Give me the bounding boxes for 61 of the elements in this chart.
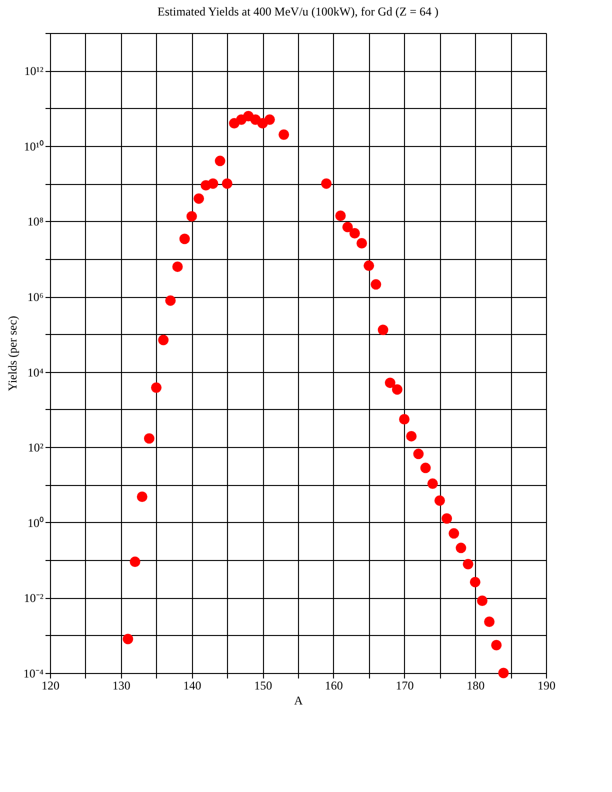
point (342, 222, 353, 232)
y-tick-label: 10⁶ (27, 290, 44, 304)
x-tick-label: 140 (183, 678, 202, 692)
point (470, 576, 480, 588)
x-tick-label: 190 (538, 678, 556, 692)
point (434, 495, 445, 506)
point (335, 210, 346, 221)
point (384, 378, 396, 388)
point (462, 558, 474, 570)
y-tick-label: 10¹⁰ (24, 139, 44, 154)
y-tick-label: 10⁰ (28, 516, 44, 530)
point (399, 414, 410, 424)
x-axis-title: A (294, 694, 304, 708)
point (491, 640, 502, 650)
point (406, 430, 417, 442)
point (278, 129, 290, 140)
point (356, 238, 368, 248)
point (130, 556, 140, 568)
point (136, 492, 148, 502)
point (392, 384, 402, 395)
x-tick-label: 160 (324, 678, 343, 692)
x-tick-label: 150 (254, 678, 272, 692)
point (349, 228, 360, 238)
point (165, 295, 176, 306)
point (208, 178, 218, 189)
point (427, 478, 438, 489)
point (122, 634, 134, 644)
point (179, 234, 190, 244)
point (222, 178, 232, 189)
y-tick-label: 10⁸ (27, 214, 44, 229)
point (476, 596, 488, 606)
point (214, 156, 226, 166)
x-tick-label: 130 (112, 678, 130, 692)
point (172, 261, 183, 272)
point (264, 114, 275, 125)
y-tick-label: 10¹² (24, 64, 44, 78)
x-tick-label: 180 (466, 678, 485, 692)
y-axis-title: Yields (per sec) (5, 316, 20, 392)
point (194, 193, 204, 204)
point (413, 448, 424, 460)
point (144, 433, 154, 444)
point (321, 178, 332, 189)
point (370, 279, 382, 290)
point (448, 528, 460, 539)
point (456, 542, 466, 554)
point (378, 324, 388, 336)
point (151, 382, 162, 393)
point (158, 334, 169, 346)
y-tick-label: 10⁴ (27, 365, 44, 380)
x-tick-label: 170 (396, 678, 414, 692)
y-tick-label: 10⁻⁴ (23, 666, 44, 680)
point (442, 513, 452, 524)
point (484, 616, 495, 627)
y-tick-label: 10² (28, 440, 44, 455)
point (420, 462, 431, 474)
chart-title: Estimated Yields at 400 MeV/u (100kW), for Gd (Z = 64 ) (158, 4, 438, 18)
point (498, 668, 509, 678)
x-tick-label: 120 (42, 678, 60, 692)
y-tick-label: 10⁻² (24, 591, 44, 606)
point (364, 260, 374, 271)
point (186, 211, 197, 222)
